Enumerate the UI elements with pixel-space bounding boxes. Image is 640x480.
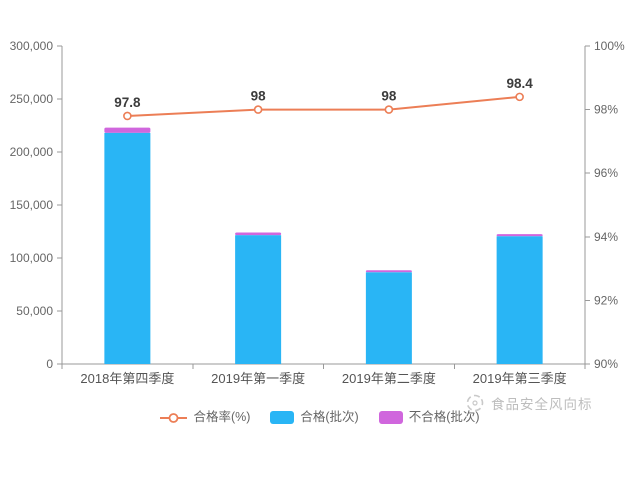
x-axis-category-label: 2019年第二季度 — [342, 371, 436, 386]
bar-unqualified-segment — [365, 270, 412, 273]
line-marker-icon — [160, 412, 188, 423]
left-axis-tick-label: 300,000 — [10, 39, 54, 53]
left-axis-tick-label: 100,000 — [10, 251, 54, 265]
pass-rate-point — [515, 92, 524, 102]
x-axis-category-label: 2019年第一季度 — [211, 371, 305, 386]
unqualified-swatch-icon — [378, 411, 403, 424]
left-axis-tick-label: 50,000 — [16, 304, 53, 318]
right-axis-tick-label: 94% — [594, 230, 618, 244]
left-axis-tick-label: 0 — [46, 357, 53, 371]
pass-rate-data-label: 98.4 — [506, 76, 533, 91]
combo-chart: 0 50,000 100,000 150,000 200,000 250,000 300,0… — [10, 39, 625, 386]
left-axis-tick-label: 200,000 — [10, 145, 54, 159]
right-axis-tick-label: 96% — [594, 166, 618, 180]
x-axis-category-label: 2018年第四季度 — [80, 371, 174, 386]
pass-rate-point — [123, 111, 132, 121]
legend-item-qualified[interactable]: 合格(批次) — [270, 410, 359, 425]
legend-item-unqualified[interactable]: 不合格(批次) — [378, 410, 480, 425]
right-axis-tick-label: 98% — [594, 103, 618, 117]
pass-rate-data-label: 98 — [381, 89, 397, 104]
bar-unqualified-segment — [104, 127, 151, 133]
right-axis-tick-label: 90% — [594, 357, 618, 371]
legend-label-unqualified: 不合格(批次) — [408, 410, 480, 425]
right-axis-tick-label: 100% — [594, 39, 625, 53]
compass-swirl-icon — [466, 394, 484, 412]
left-axis-tick-label: 250,000 — [10, 92, 54, 106]
bar-qualified-segment — [235, 235, 282, 364]
legend: 合格率(%) 合格(批次) 不合格(批次) — [0, 411, 640, 424]
pass-rate-line — [127, 95, 520, 117]
bar-qualified-segment — [104, 132, 151, 364]
pass-rate-data-label: 97.8 — [114, 95, 141, 110]
x-axis-category-label: 2019年第三季度 — [473, 371, 567, 386]
pass-rate-point — [253, 105, 263, 114]
bar-unqualified-segment — [496, 234, 543, 237]
pass-rate-point — [384, 105, 394, 114]
bar-qualified-segment — [496, 236, 543, 364]
pass-rate-data-label: 98 — [251, 89, 267, 104]
left-axis-tick-label: 150,000 — [10, 198, 54, 212]
legend-item-pass-rate[interactable]: 合格率(%) — [160, 411, 250, 424]
right-axis-tick-label: 92% — [594, 293, 618, 307]
legend-label-qualified: 合格(批次) — [300, 410, 359, 425]
bar-qualified-segment — [365, 272, 412, 364]
bar-unqualified-segment — [235, 232, 282, 236]
watermark: 食品安全风向标 — [464, 392, 593, 414]
watermark-text: 食品安全风向标 — [491, 397, 593, 412]
qualified-swatch-icon — [270, 411, 295, 424]
legend-label-pass-rate: 合格率(%) — [193, 410, 251, 425]
